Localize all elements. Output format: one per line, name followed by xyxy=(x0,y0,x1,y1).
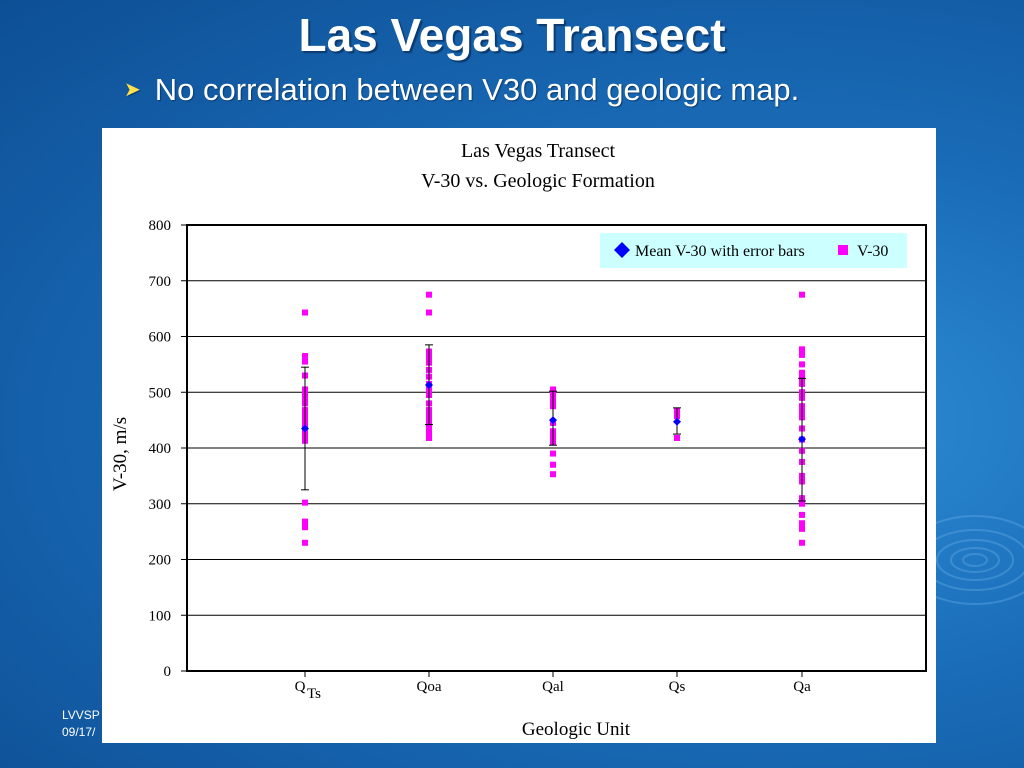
x-tick-label: Q xyxy=(295,679,306,695)
arrow-bullet-icon: ➤ xyxy=(124,79,141,101)
mean-point xyxy=(798,435,806,444)
legend-diamond-icon xyxy=(614,242,630,258)
x-axis-label: Geologic Unit xyxy=(522,719,631,740)
mean-point xyxy=(301,424,309,433)
mean-point xyxy=(425,381,433,390)
legend-label-v30: V-30 xyxy=(857,243,888,260)
v30-point xyxy=(302,309,308,316)
v30-point xyxy=(799,500,805,507)
v30-point xyxy=(799,369,805,376)
x-tick-label: Qoa xyxy=(417,679,442,695)
v30-point xyxy=(674,434,680,441)
x-tick-label: Qs xyxy=(669,679,686,695)
footer-line-2: 09/17/ xyxy=(62,725,96,739)
v30-point xyxy=(799,346,805,353)
v30-point xyxy=(799,351,805,358)
v30-point xyxy=(426,291,432,298)
y-tick-label: 700 xyxy=(149,274,172,290)
v30-point xyxy=(799,525,805,532)
v30-point xyxy=(426,309,432,316)
mean-markers xyxy=(301,344,806,502)
gridlines xyxy=(187,280,926,616)
v30-point xyxy=(799,361,805,368)
chart-title: Las Vegas Transect xyxy=(461,140,616,162)
v30-point xyxy=(799,539,805,546)
v30-point xyxy=(302,524,308,531)
v30-point xyxy=(302,539,308,546)
v30-point xyxy=(799,291,805,298)
y-tick-label: 800 xyxy=(149,218,172,234)
legend-label-mean: Mean V-30 with error bars xyxy=(635,243,805,260)
x-tick-labels: Q Ts Qoa Qal Qs Qa xyxy=(295,671,811,702)
y-tick-label: 500 xyxy=(149,385,172,401)
slide-title: Las Vegas Transect xyxy=(298,9,726,61)
v30-point xyxy=(550,450,556,457)
legend-square-icon xyxy=(838,245,848,255)
mean-point xyxy=(673,417,681,426)
legend: Mean V-30 with error bars V-30 xyxy=(600,233,907,268)
y-tick-label: 400 xyxy=(149,441,172,457)
v30-point xyxy=(550,386,556,393)
chart-subtitle: V-30 vs. Geologic Formation xyxy=(421,170,655,192)
v30-point xyxy=(799,511,805,518)
y-tick-label: 600 xyxy=(149,330,172,346)
y-axis-label: V-30, m/s xyxy=(110,417,131,491)
v30-point xyxy=(550,471,556,478)
v30-point xyxy=(302,518,308,525)
x-tick-label: Qal xyxy=(542,679,564,695)
plot-area-border xyxy=(186,224,927,672)
legend-box xyxy=(600,233,907,268)
y-tick-label: 300 xyxy=(149,497,172,513)
v30-point xyxy=(426,429,432,436)
y-tick-label: 200 xyxy=(149,553,172,569)
chart-panel: Las Vegas Transect V-30 vs. Geologic For… xyxy=(102,128,936,743)
bullet-point: ➤ No correlation between V30 and geologic… xyxy=(124,72,799,108)
v30-point xyxy=(550,461,556,468)
footer-line-1: LVVSP xyxy=(62,708,100,722)
x-tick-label: Qa xyxy=(793,679,811,695)
v30-point xyxy=(799,520,805,527)
v30-point xyxy=(302,353,308,360)
v30-point xyxy=(302,499,308,506)
y-tick-labels: 0 100 200 300 400 500 600 700 800 xyxy=(149,218,187,680)
y-tick-label: 0 xyxy=(164,664,172,680)
scatter-chart: Las Vegas Transect V-30 vs. Geologic For… xyxy=(110,140,927,740)
v30-point xyxy=(426,423,432,430)
mean-point xyxy=(549,416,557,425)
y-tick-label: 100 xyxy=(149,608,172,624)
v30-point xyxy=(426,434,432,441)
bullet-text: No correlation between V30 and geologic … xyxy=(154,72,800,107)
v30-point xyxy=(302,358,308,365)
x-tick-label-sub: Ts xyxy=(307,686,321,702)
